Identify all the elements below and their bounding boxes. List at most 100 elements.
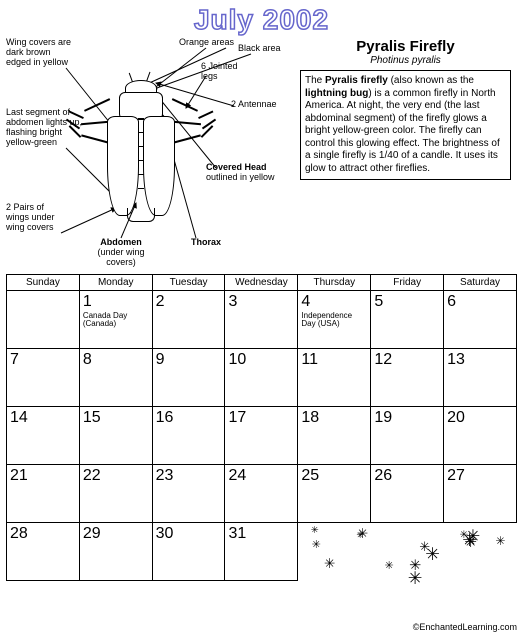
calendar-cell: 4IndependenceDay (USA) <box>298 291 371 349</box>
calendar-week-row: 21 22 2324252627 <box>7 465 517 523</box>
calendar-cell: 1Canada Day(Canada) <box>79 291 152 349</box>
page-title: July 2002 <box>0 0 523 36</box>
calendar-day-number: 14 <box>10 409 76 427</box>
label-thorax: Thorax <box>181 238 231 248</box>
calendar-day-number: 2 <box>156 293 222 311</box>
calendar-grid: SundayMondayTuesdayWednesdayThursdayFrid… <box>6 274 517 581</box>
calendar-day-header: Thursday <box>298 275 371 291</box>
calendar-week-row: 789 10 11 1213 <box>7 349 517 407</box>
calendar-cell: 3 <box>225 291 298 349</box>
calendar-cell: 20 <box>444 407 517 465</box>
calendar-day-number: 28 <box>10 525 76 543</box>
label-antennae: 2 Antennae <box>231 100 296 110</box>
star-icon: ✳ <box>311 525 319 536</box>
calendar-holiday-label: Canada Day(Canada) <box>83 311 149 328</box>
calendar-header-row: SundayMondayTuesdayWednesdayThursdayFrid… <box>7 275 517 291</box>
calendar-cell: 25 <box>298 465 371 523</box>
calendar-cell: ✳✳✳✳✳ <box>371 523 444 581</box>
star-icon: ✳ <box>324 556 336 572</box>
label-abdomen-sub: (under wingcovers) <box>97 247 144 267</box>
calendar-cell: 6 <box>444 291 517 349</box>
star-icon: ✳ <box>356 530 363 541</box>
calendar-cell: 11 <box>298 349 371 407</box>
label-wing-pairs: 2 Pairs ofwings underwing covers <box>6 203 76 233</box>
calendar-cell: 13 <box>444 349 517 407</box>
top-section: Wing covers aredark brownedged in yellow… <box>0 36 523 272</box>
star-icon: ✳ <box>464 533 477 551</box>
firefly-illustration <box>101 78 181 223</box>
calendar-week-row: 1Canada Day(Canada)234IndependenceDay (U… <box>7 291 517 349</box>
calendar-cell: 8 <box>79 349 152 407</box>
copyright-credit: ©EnchantedLearning.com <box>413 622 517 632</box>
calendar-cell: 24 <box>225 465 298 523</box>
info-column: Pyralis Firefly Photinus pyralis The Pyr… <box>296 38 511 268</box>
info-box: The Pyralis firefly (also known as the l… <box>300 70 511 180</box>
calendar-day-number: 1 <box>83 293 149 311</box>
species-common-name: Pyralis Firefly <box>300 38 511 55</box>
calendar-cell: 28 <box>7 523 80 581</box>
calendar-cell: 21 <box>7 465 80 523</box>
calendar-day-number: 31 <box>228 525 294 543</box>
calendar-day-number: 4 <box>301 293 367 311</box>
calendar-cell: 18 <box>298 407 371 465</box>
star-icon: ✳ <box>408 568 423 589</box>
calendar-day-number: 19 <box>374 409 440 427</box>
calendar-cell: ✳✳✳✳✳ <box>444 523 517 581</box>
calendar-day-number: 11 <box>301 351 367 369</box>
star-icon: ✳ <box>419 539 430 555</box>
calendar-cell: ✳✳✳✳✳ <box>298 523 371 581</box>
calendar-day-number: 22 <box>83 467 149 485</box>
firefly-diagram: Wing covers aredark brownedged in yellow… <box>6 38 296 268</box>
star-icon: ✳ <box>385 559 394 572</box>
calendar-day-number: 12 <box>374 351 440 369</box>
label-orange: Orange areas <box>166 38 234 48</box>
calendar-cell <box>7 291 80 349</box>
calendar-day-number: 23 <box>156 467 222 485</box>
calendar-day-number: 8 <box>83 351 149 369</box>
calendar-cell: 16 <box>152 407 225 465</box>
calendar-day-number: 5 <box>374 293 440 311</box>
label-abdomen: Abdomen (under wingcovers) <box>86 238 156 268</box>
calendar-day-number: 29 <box>83 525 149 543</box>
label-abdomen-text: Abdomen <box>100 237 142 247</box>
calendar-day-number: 7 <box>10 351 76 369</box>
calendar-cell: 27 <box>444 465 517 523</box>
calendar-day-number: 3 <box>228 293 294 311</box>
star-icon: ✳ <box>495 534 505 548</box>
calendar-day-header: Wednesday <box>225 275 298 291</box>
calendar-day-number: 21 <box>10 467 76 485</box>
calendar-day-header: Sunday <box>7 275 80 291</box>
calendar-day-header: Tuesday <box>152 275 225 291</box>
calendar-week-row: 14 15 16 171819 20 <box>7 407 517 465</box>
calendar-day-number: 6 <box>447 293 513 311</box>
calendar-day-number: 27 <box>447 467 513 485</box>
label-head: Covered Head outlined in yellow <box>206 163 296 183</box>
calendar-day-number: 17 <box>228 409 294 427</box>
calendar-day-number: 10 <box>228 351 294 369</box>
calendar-day-header: Friday <box>371 275 444 291</box>
calendar-day-header: Monday <box>79 275 152 291</box>
star-icon: ✳ <box>312 538 321 551</box>
species-scientific-name: Photinus pyralis <box>300 55 511 66</box>
calendar-cell: 23 <box>152 465 225 523</box>
calendar-cell: 31 <box>225 523 298 581</box>
calendar-day-number: 20 <box>447 409 513 427</box>
calendar-day-number: 30 <box>156 525 222 543</box>
calendar-cell: 30 <box>152 523 225 581</box>
calendar-cell: 26 <box>371 465 444 523</box>
calendar-cell: 12 <box>371 349 444 407</box>
calendar-cell: 19 <box>371 407 444 465</box>
calendar-cell: 29 <box>79 523 152 581</box>
calendar-day-number: 9 <box>156 351 222 369</box>
calendar-day-number: 15 <box>83 409 149 427</box>
calendar-cell: 17 <box>225 407 298 465</box>
calendar-cell: 15 <box>79 407 152 465</box>
calendar-week-row: 28293031✳✳✳✳✳✳✳✳✳✳✳✳✳✳✳ <box>7 523 517 581</box>
calendar-cell: 9 <box>152 349 225 407</box>
label-black: Black area <box>238 44 293 54</box>
calendar-day-number: 25 <box>301 467 367 485</box>
label-head-sub: outlined in yellow <box>206 172 275 182</box>
calendar-cell: 5 <box>371 291 444 349</box>
calendar-cell: 22 <box>79 465 152 523</box>
calendar-day-number: 16 <box>156 409 222 427</box>
